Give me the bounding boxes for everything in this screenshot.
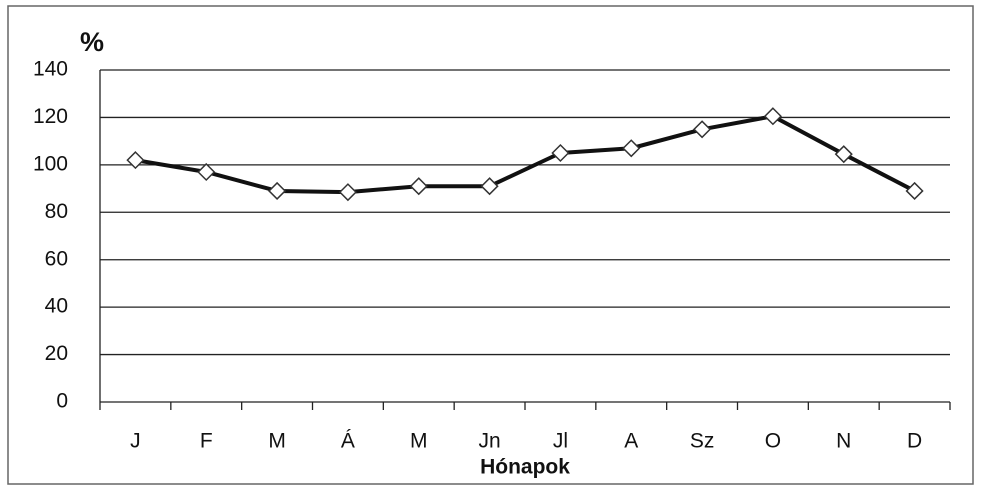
x-tick-label: N	[836, 430, 851, 453]
data-point	[693, 120, 712, 139]
x-tick-label: Jl	[553, 430, 568, 453]
x-tick-label: O	[765, 430, 781, 453]
data-point	[905, 181, 924, 201]
data-point	[763, 107, 782, 126]
x-tick-label: D	[907, 430, 922, 453]
y-tick-label: 80	[45, 200, 68, 223]
data-point	[480, 177, 499, 196]
y-tick-label: 0	[56, 390, 68, 413]
series-line	[135, 114, 916, 195]
data-point	[834, 145, 853, 164]
data-point	[409, 177, 428, 196]
x-tick-label: M	[410, 430, 428, 453]
y-tick-label: 100	[33, 152, 68, 175]
x-tick-label: M	[268, 430, 286, 453]
y-tick-label: 40	[45, 295, 68, 318]
x-tick-label: F	[200, 430, 213, 453]
x-tick-label: A	[624, 430, 638, 453]
x-tick-label: Jn	[478, 430, 500, 453]
data-point	[268, 181, 287, 201]
y-tick-label: 120	[33, 105, 68, 128]
data-point	[197, 162, 216, 182]
y-axis-label: %	[80, 27, 104, 57]
data-point	[551, 143, 570, 163]
data-point	[622, 139, 641, 158]
x-tick-label: Sz	[690, 430, 715, 453]
y-tick-label: 60	[45, 247, 68, 270]
data-point	[338, 183, 357, 202]
x-tick-label: J	[130, 430, 141, 453]
y-tick-label: 140	[33, 58, 68, 81]
y-tick-label: 20	[45, 342, 68, 365]
x-axis-label: Hónapok	[480, 456, 570, 479]
data-point	[126, 151, 145, 170]
chart-border	[7, 5, 974, 485]
x-tick-label: Á	[341, 430, 355, 453]
